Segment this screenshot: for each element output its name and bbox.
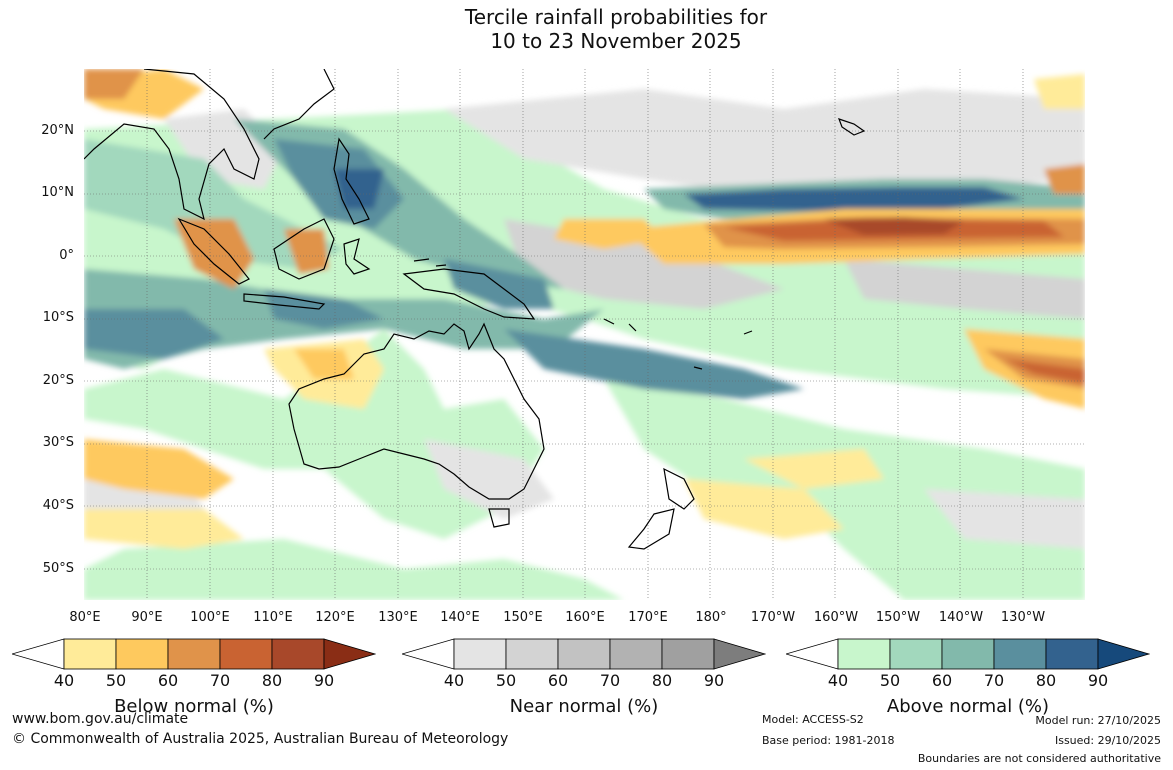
map-title: Tercile rainfall probabilities for 10 to… [0, 5, 1173, 53]
rainfall-probability-map [84, 69, 1085, 600]
colorbar-tick: 90 [313, 671, 335, 690]
lat-label: 20°N [41, 123, 74, 138]
colorbar-segment [10, 638, 65, 670]
philippines-coastline [333, 137, 370, 225]
colorbar-title-near-normal: Near normal (%) [509, 696, 659, 717]
colorbar-above-normal [784, 638, 1151, 670]
lon-label: 140°E [440, 610, 480, 625]
colorbar-tick: 50 [495, 671, 517, 690]
colorbar-tick: 80 [1035, 671, 1057, 690]
colorbar-segment [63, 638, 117, 670]
model-text: Model: ACCESS-S2 [762, 713, 864, 726]
colorbar-segment [557, 638, 611, 670]
lon-label: 160°E [565, 610, 605, 625]
probability-shading [84, 69, 1085, 600]
lat-label: 0° [59, 248, 74, 263]
colorbar-title-below-normal: Below normal (%) [114, 696, 274, 717]
colorbar-segment [837, 638, 891, 670]
new-zealand-coastline [627, 467, 695, 550]
title-line-1: Tercile rainfall probabilities for [464, 5, 768, 29]
disclaimer-text: Boundaries are not considered authoritat… [917, 752, 1161, 765]
colorbar-segment [784, 638, 839, 670]
colorbar-near-normal [400, 638, 767, 670]
colorbar-tick: 60 [547, 671, 569, 690]
copyright-text: © Commonwealth of Australia 2025, Austra… [12, 731, 509, 747]
colorbar-segment [1045, 638, 1099, 670]
new-guinea-coastline [402, 268, 536, 320]
colorbar-tick: 60 [931, 671, 953, 690]
colorbar-tick: 80 [261, 671, 283, 690]
lat-lon-grid [84, 69, 1085, 600]
colorbar-tick: 90 [703, 671, 725, 690]
issued-text: Issued: 29/10/2025 [1054, 734, 1161, 747]
lat-label: 10°N [41, 185, 74, 200]
model-run-text: Model run: 27/10/2025 [1035, 714, 1161, 727]
lon-label: 120°E [315, 610, 355, 625]
colorbar-segment [1097, 638, 1151, 670]
colorbar-below-normal [10, 638, 377, 670]
colorbar-tick: 50 [105, 671, 127, 690]
lon-label: 110°E [253, 610, 293, 625]
sulawesi-coastline [343, 238, 371, 275]
hawaii-coastline [837, 118, 866, 136]
java-coastline [243, 293, 326, 310]
colorbar-tick: 70 [209, 671, 231, 690]
colorbar-segment [889, 638, 943, 670]
lon-label: 140°W [938, 610, 984, 625]
coastlines [84, 69, 866, 550]
lon-label: 130°W [1000, 610, 1046, 625]
lon-label: 170°E [628, 610, 668, 625]
colorbar-segment [713, 638, 767, 670]
colorbar-segment [167, 638, 221, 670]
colorbar-tick: 80 [651, 671, 673, 690]
website-link[interactable]: www.bom.gov.au/climate [12, 711, 189, 727]
lat-label: 40°S [42, 498, 74, 513]
title-line-2: 10 to 23 November 2025 [490, 29, 742, 53]
colorbar-segment [993, 638, 1047, 670]
lon-label: 80°E [69, 610, 101, 625]
colorbar-tick: 50 [879, 671, 901, 690]
colorbar-title-above-normal: Above normal (%) [886, 696, 1050, 717]
lat-label: 50°S [42, 561, 74, 576]
colorbar-segment [505, 638, 559, 670]
colorbar-segment [941, 638, 995, 670]
japan-taiwan-coastline [263, 69, 335, 140]
colorbar-segment [219, 638, 273, 670]
lon-label: 160°W [813, 610, 859, 625]
colorbar-tick: 60 [157, 671, 179, 690]
lat-label: 20°S [42, 373, 74, 388]
lon-label: 180° [695, 610, 727, 625]
borneo-coastline [273, 218, 335, 280]
colorbar-tick: 40 [443, 671, 465, 690]
colorbar-segment [271, 638, 325, 670]
colorbar-segment [453, 638, 507, 670]
lon-label: 150°E [503, 610, 543, 625]
colorbar-segment [661, 638, 715, 670]
southeast-asia-coastline [84, 69, 260, 221]
colorbar-tick: 70 [599, 671, 621, 690]
lon-label: 150°W [875, 610, 921, 625]
colorbar-segment [323, 638, 377, 670]
colorbar-segment [609, 638, 663, 670]
colorbar-tick: 90 [1087, 671, 1109, 690]
colorbar-tick: 40 [53, 671, 75, 690]
lon-label: 130°E [378, 610, 418, 625]
colorbar-tick: 40 [827, 671, 849, 690]
sumatra-coastline [177, 217, 250, 285]
lon-label: 100°E [190, 610, 230, 625]
lat-label: 10°S [42, 310, 74, 325]
colorbar-segment [400, 638, 455, 670]
colorbar-tick: 70 [983, 671, 1005, 690]
australia-coastline [288, 322, 545, 500]
base-period-text: Base period: 1981-2018 [762, 734, 895, 747]
colorbar-segment [115, 638, 169, 670]
lon-label: 170°W [750, 610, 796, 625]
pacific-islands-coastline [413, 258, 753, 370]
lon-label: 90°E [131, 610, 163, 625]
map-canvas [84, 69, 1085, 600]
lat-label: 30°S [42, 435, 74, 450]
tasmania-coastline [488, 508, 510, 528]
